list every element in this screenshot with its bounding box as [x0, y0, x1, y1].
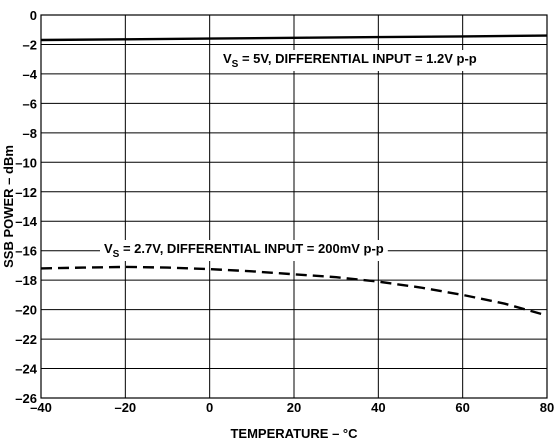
annotation-5v-text: = 5V, DIFFERENTIAL INPUT = 1.2V p-p: [238, 51, 476, 66]
annotation-2v7-background: [100, 240, 388, 261]
x-tick-label: 0: [206, 400, 213, 415]
annotation-2v7-text: = 2.7V, DIFFERENTIAL INPUT = 200mV p-p: [119, 241, 383, 256]
y-tick-label: –2: [23, 37, 37, 52]
annotation-2v7-subscript: S: [113, 249, 120, 260]
x-tick-label: 20: [287, 400, 301, 415]
y-tick-label: –20: [15, 303, 37, 318]
y-tick-label: –24: [15, 362, 37, 377]
x-tick-label: 60: [455, 400, 469, 415]
annotation-2v7: VS = 2.7V, DIFFERENTIAL INPUT = 200mV p-…: [104, 241, 384, 260]
y-tick-label: –8: [23, 126, 37, 141]
y-tick-label: –16: [15, 244, 37, 259]
x-tick-label: –20: [114, 400, 136, 415]
y-tick-label: –18: [15, 273, 37, 288]
annotation-5v-prefix: V: [223, 51, 232, 66]
y-tick-label: –12: [15, 185, 37, 200]
plot-frame: [40, 14, 548, 399]
y-tick-label: –26: [15, 391, 37, 406]
y-tick-label: –10: [15, 155, 37, 170]
y-tick-label: –22: [15, 332, 37, 347]
y-tick-label: –6: [23, 96, 37, 111]
x-axis-title: TEMPERATURE – °C: [230, 426, 358, 441]
y-tick-label: –4: [23, 67, 38, 82]
grid-lines: [40, 14, 548, 399]
y-tick-label: –14: [15, 214, 37, 229]
x-tick-label: 40: [371, 400, 385, 415]
y-tick-label: 0: [30, 8, 37, 23]
x-tick-label: –40: [30, 400, 52, 415]
series-line-solid: [40, 34, 548, 42]
annotation-5v-subscript: S: [232, 59, 239, 70]
tick-labels: –40 –20 0 20 40 60 80 0 –2 –4 –6 –8 –10 –12 –14 –16 –18 –…: [15, 8, 554, 415]
annotation-2v7-prefix: V: [104, 241, 113, 256]
annotation-5v-background: [219, 50, 481, 71]
series-layer: [40, 34, 548, 317]
y-axis-title: SSB POWER – dBm: [1, 145, 16, 268]
annotation-5v: VS = 5V, DIFFERENTIAL INPUT = 1.2V p-p: [223, 51, 477, 70]
x-tick-label: 80: [540, 400, 554, 415]
